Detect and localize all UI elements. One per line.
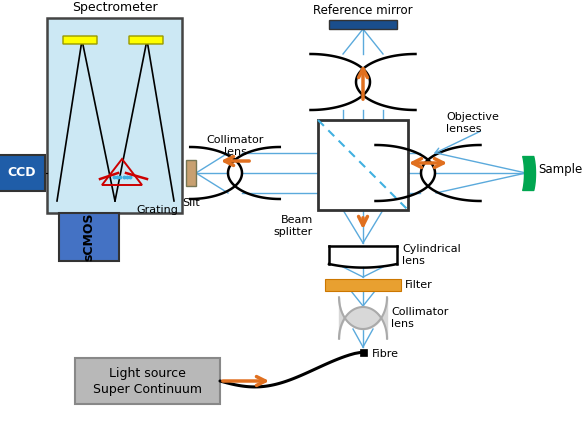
Bar [59,213,119,261]
Text: Filter: Filter [405,280,433,290]
Text: sCMOS: sCMOS [82,213,96,261]
Bar [186,160,196,186]
Text: Sample: Sample [538,164,582,176]
FancyBboxPatch shape [63,36,97,44]
Text: Collimator
lens: Collimator lens [206,135,264,157]
Text: Beam
splitter: Beam splitter [274,215,313,236]
Text: Cylindrical
lens: Cylindrical lens [402,244,461,266]
Text: Reference mirror: Reference mirror [313,4,413,17]
Bar [360,348,367,356]
Text: Slit: Slit [182,198,200,208]
Bar [325,279,401,291]
Text: Objective
lenses: Objective lenses [446,112,499,134]
Text: Fibre: Fibre [372,349,399,359]
Text: Grating: Grating [136,205,178,215]
Text: Super Continuum: Super Continuum [93,383,202,395]
Bar [0,155,45,191]
Bar [75,358,220,404]
Bar [329,20,397,29]
Bar [47,18,182,213]
Text: Light source: Light source [109,368,186,380]
Bar [318,120,408,210]
Text: Collimator
lens: Collimator lens [391,307,449,329]
Text: Spectrometer: Spectrometer [72,1,157,14]
FancyBboxPatch shape [129,36,163,44]
Text: CCD: CCD [7,167,36,179]
